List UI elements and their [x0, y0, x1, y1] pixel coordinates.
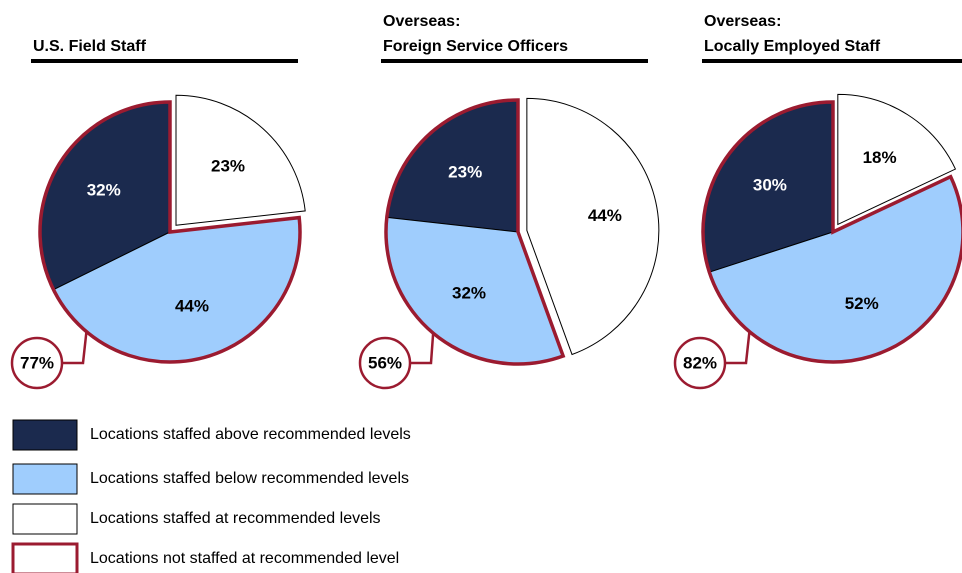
value-label: 44% [175, 296, 209, 315]
value-label: 30% [753, 176, 787, 195]
chart-title: U.S. Field Staff [33, 38, 147, 55]
legend-swatch [12, 503, 78, 535]
pie-slice [837, 93, 957, 226]
value-label: 32% [452, 284, 486, 303]
legend-label: Locations staffed above recommended leve… [90, 426, 411, 443]
chart-title: Overseas: [383, 13, 460, 30]
callout-outline [38, 100, 302, 364]
callout-outline [384, 98, 566, 366]
callout-label: 56% [368, 353, 402, 372]
legend-label: Locations staffed below recommended leve… [90, 470, 409, 487]
value-label: 44% [588, 206, 622, 225]
callout-leader [725, 331, 751, 365]
legend-swatch [12, 463, 78, 495]
value-label: 23% [448, 162, 482, 181]
legend-swatch [11, 542, 79, 573]
callout-circle [673, 336, 727, 390]
chart-title: Locally Employed Staff [704, 38, 881, 55]
value-label: 52% [845, 294, 879, 313]
chart-title: Overseas: [704, 13, 781, 30]
callout-leader [62, 331, 88, 365]
value-label: 23% [211, 157, 245, 176]
chart-title: Foreign Service Officers [383, 38, 568, 55]
pie-slice [175, 94, 306, 226]
pie-slice [526, 97, 660, 356]
legend-swatch [12, 419, 78, 451]
callout-outline [701, 100, 962, 364]
legend-label: Locations staffed at recommended levels [90, 510, 381, 527]
value-label: 18% [863, 148, 897, 167]
callout-leader [410, 333, 435, 365]
callout-label: 82% [683, 353, 717, 372]
callout-label: 77% [20, 353, 54, 372]
value-label: 32% [87, 180, 121, 199]
callout-circle [358, 336, 412, 390]
callout-circle [10, 336, 64, 390]
legend-label: Locations not staffed at recommended lev… [90, 550, 399, 567]
